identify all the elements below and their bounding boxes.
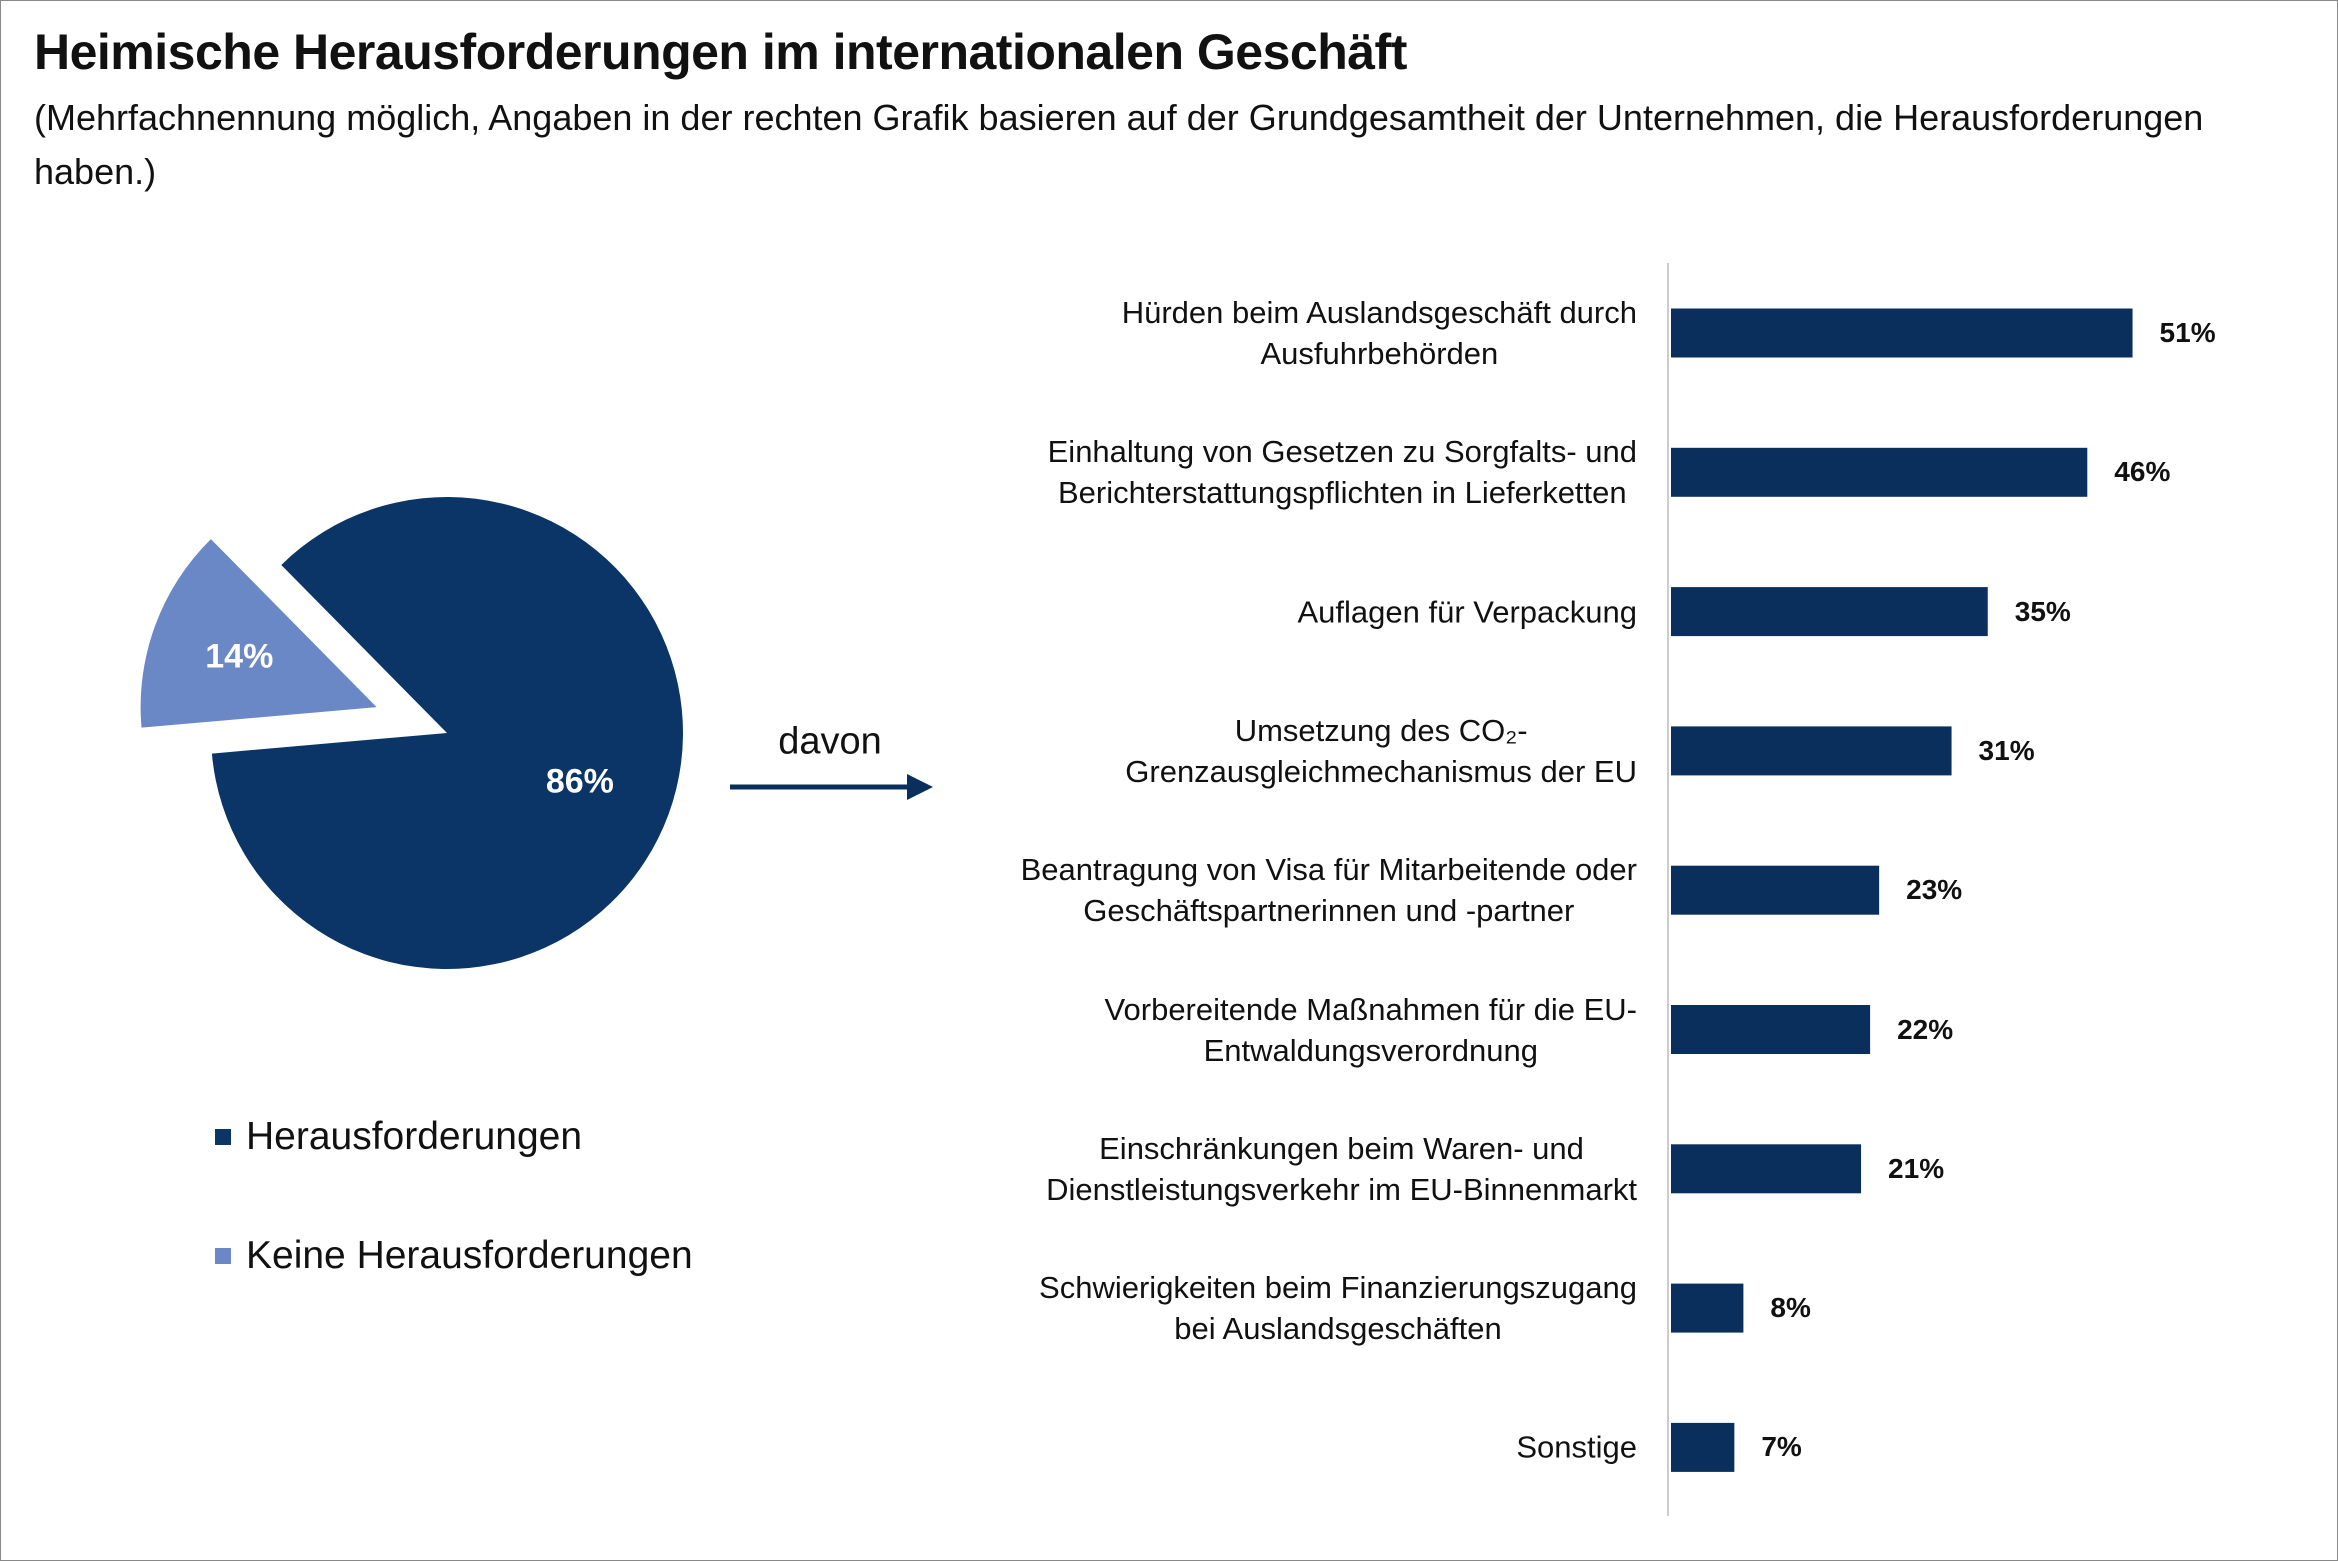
category-label: Schwierigkeiten beim Finanzierungszugang… bbox=[1039, 1270, 1637, 1347]
data-label: 51% bbox=[2159, 317, 2216, 348]
bar bbox=[1671, 1422, 1735, 1472]
data-label: 22% bbox=[1897, 1013, 1954, 1045]
data-label: 35% bbox=[2014, 595, 2071, 627]
category-label: Sonstige bbox=[1516, 1429, 1637, 1465]
pie-slice bbox=[140, 539, 377, 728]
bar bbox=[1671, 726, 1952, 776]
data-label: 8% bbox=[1770, 1292, 1811, 1324]
bar bbox=[1671, 447, 2088, 497]
subtitle: (Mehrfachnennung möglich, Angaben in der… bbox=[34, 97, 2204, 192]
bar bbox=[1671, 1144, 1862, 1194]
legend-swatch bbox=[215, 1129, 231, 1145]
data-label: 86% bbox=[545, 762, 614, 801]
bar bbox=[1671, 1005, 1871, 1054]
legend-swatch bbox=[215, 1248, 231, 1264]
category-label: Einschränkungen beim Waren- und Dienstle… bbox=[1046, 1130, 1637, 1207]
legend-label: Keine Herausforderungen bbox=[246, 1234, 693, 1277]
bar bbox=[1671, 587, 1988, 637]
category-label: Hürden beim Auslandsgeschäft durch Ausfu… bbox=[1121, 295, 1637, 371]
title: Heimische Herausforderungen im internati… bbox=[34, 24, 1407, 80]
pie-slice bbox=[211, 497, 683, 970]
data-label: 31% bbox=[1978, 734, 2035, 766]
data-label: 14% bbox=[205, 637, 274, 676]
data-label: 7% bbox=[1761, 1431, 1802, 1463]
legend-label: Herausforderungen bbox=[246, 1115, 583, 1158]
arrow-head bbox=[907, 774, 933, 800]
data-label: 46% bbox=[2114, 456, 2171, 488]
bar bbox=[1671, 308, 2133, 358]
category-label: Umsetzung des CO₂- Grenzausgleichmechani… bbox=[1125, 712, 1637, 789]
category-label: Einhaltung von Gesetzen zu Sorgfalts- un… bbox=[1047, 434, 1637, 511]
category-label: Beantragung von Visa für Mitarbeitende o… bbox=[1020, 852, 1637, 929]
annotation: davon bbox=[778, 720, 882, 763]
category-label: Vorbereitende Maßnahmen für die EU- Entw… bbox=[1104, 991, 1637, 1068]
category-label: Auflagen für Verpackung bbox=[1297, 594, 1637, 630]
data-label: 23% bbox=[1906, 874, 1963, 906]
bar bbox=[1671, 1283, 1744, 1333]
bar bbox=[1671, 865, 1880, 915]
data-label: 21% bbox=[1888, 1152, 1945, 1184]
